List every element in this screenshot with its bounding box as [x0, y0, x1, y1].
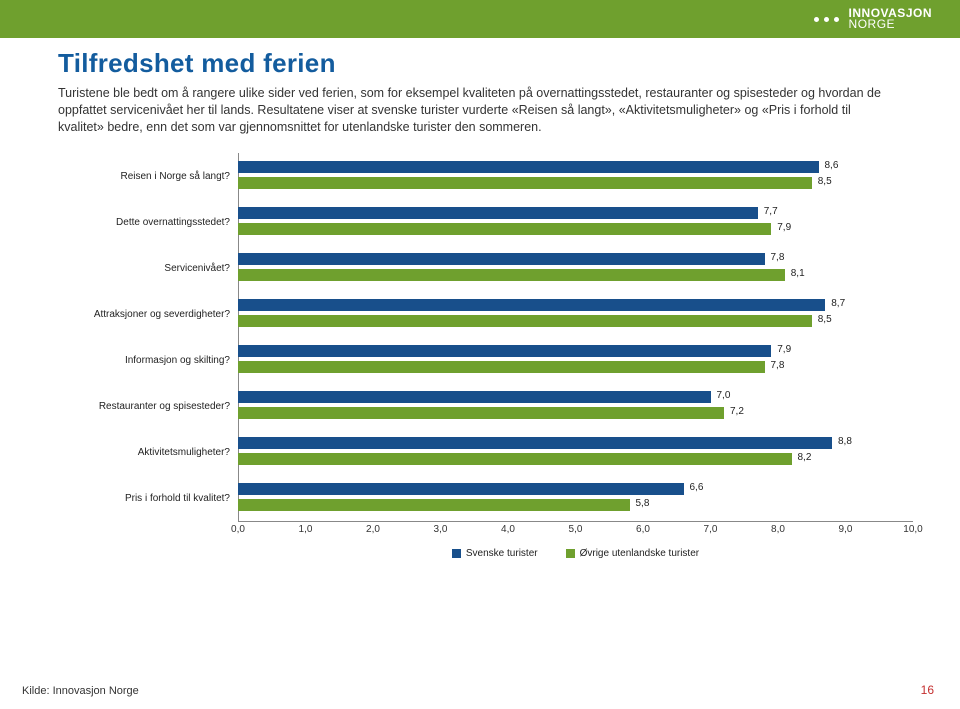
bar-value-label: 7,8 — [765, 252, 785, 263]
logo-line2: NORGE — [849, 19, 932, 30]
bar: 7,2 — [238, 407, 724, 419]
legend-label: Øvrige utenlandske turister — [580, 548, 700, 559]
x-tick-label: 1,0 — [299, 524, 313, 535]
category-label: Aktivitetsmuligheter? — [58, 447, 238, 458]
category-label: Servicenivået? — [58, 263, 238, 274]
x-axis: 0,01,02,03,04,05,06,07,08,09,010,0 — [238, 521, 913, 546]
chart-row: Servicenivået?7,88,1 — [58, 245, 913, 291]
legend-item: Øvrige utenlandske turister — [566, 548, 700, 559]
bar: 7,8 — [238, 253, 765, 265]
bar-group: 7,88,1 — [238, 245, 913, 291]
logo: INNOVASJON NORGE — [814, 8, 932, 31]
bar-group: 8,6 8,5 — [238, 153, 913, 199]
bar: 8,7 — [238, 299, 825, 311]
page-number: 16 — [921, 683, 934, 697]
x-tick-label: 7,0 — [704, 524, 718, 535]
x-tick-label: 5,0 — [569, 524, 583, 535]
bar-value-label: 7,9 — [771, 222, 791, 233]
category-label: Attraksjoner og severdigheter? — [58, 309, 238, 320]
chart-row: Restauranter og spisesteder?7,07,2 — [58, 383, 913, 429]
x-tick-label: 9,0 — [839, 524, 853, 535]
legend-label: Svenske turister — [466, 548, 538, 559]
bar-value-label: 8,6 — [819, 160, 839, 171]
bar-group: 7,9 7,8 — [238, 337, 913, 383]
bar-group: 8,7 8,5 — [238, 291, 913, 337]
bar-value-label: 8,5 — [812, 314, 832, 325]
bar: 7,9 — [238, 345, 771, 357]
bar-value-label: 8,2 — [792, 452, 812, 463]
category-label: Restauranter og spisesteder? — [58, 401, 238, 412]
bar-value-label: 5,8 — [630, 498, 650, 509]
bar-value-label: 7,7 — [758, 206, 778, 217]
x-tick-label: 8,0 — [771, 524, 785, 535]
intro-text: Turistene ble bedt om å rangere ulike si… — [58, 85, 888, 136]
logo-dots-icon — [814, 17, 839, 22]
bar: 5,8 — [238, 499, 630, 511]
chart-row: Dette overnattingsstedet?7,77,9 — [58, 199, 913, 245]
source-label: Kilde: Innovasjon Norge — [22, 685, 139, 697]
bar: 8,2 — [238, 453, 792, 465]
bar: 7,9 — [238, 223, 771, 235]
chart-row: Pris i forhold til kvalitet?6,65,8 — [58, 475, 913, 521]
bar-group: 8,8 8,2 — [238, 429, 913, 475]
bar: 8,5 — [238, 177, 812, 189]
bar: 7,0 — [238, 391, 711, 403]
bar-value-label: 8,5 — [812, 176, 832, 187]
bar-value-label: 7,9 — [771, 344, 791, 355]
legend-swatch-icon — [566, 549, 575, 558]
page-title: Tilfredshet med ferien — [58, 48, 920, 79]
x-tick-label: 4,0 — [501, 524, 515, 535]
x-tick-label: 10,0 — [903, 524, 922, 535]
category-label: Pris i forhold til kvalitet? — [58, 493, 238, 504]
chart-row: Reisen i Norge så langt?8,68,5 — [58, 153, 913, 199]
bar: 7,8 — [238, 361, 765, 373]
bar-value-label: 7,8 — [765, 360, 785, 371]
chart-row: Attraksjoner og severdigheter?8,78,5 — [58, 291, 913, 337]
chart-row: Aktivitetsmuligheter?8,88,2 — [58, 429, 913, 475]
category-label: Dette overnattingsstedet? — [58, 217, 238, 228]
bar-value-label: 7,2 — [724, 406, 744, 417]
bar: 6,6 — [238, 483, 684, 495]
header-bar: INNOVASJON NORGE — [0, 0, 960, 38]
legend-swatch-icon — [452, 549, 461, 558]
bar: 8,5 — [238, 315, 812, 327]
x-tick-label: 6,0 — [636, 524, 650, 535]
bar: 8,8 — [238, 437, 832, 449]
x-tick-label: 0,0 — [231, 524, 245, 535]
bar-group: 7,7 7,9 — [238, 199, 913, 245]
bar-value-label: 8,1 — [785, 268, 805, 279]
bar: 8,6 — [238, 161, 819, 173]
chart-row: Informasjon og skilting?7,97,8 — [58, 337, 913, 383]
bar-group: 6,6 5,8 — [238, 475, 913, 521]
category-label: Reisen i Norge så langt? — [58, 171, 238, 182]
chart-legend: Svenske turister Øvrige utenlandske turis… — [238, 548, 913, 559]
bar: 8,1 — [238, 269, 785, 281]
bar-group: 7,0 7,2 — [238, 383, 913, 429]
category-label: Informasjon og skilting? — [58, 355, 238, 366]
bar-value-label: 8,8 — [832, 436, 852, 447]
bar: 7,7 — [238, 207, 758, 219]
x-tick-label: 3,0 — [434, 524, 448, 535]
bar-value-label: 6,6 — [684, 482, 704, 493]
bar-value-label: 8,7 — [825, 298, 845, 309]
logo-text: INNOVASJON NORGE — [849, 8, 932, 31]
bar-value-label: 7,0 — [711, 390, 731, 401]
x-tick-label: 2,0 — [366, 524, 380, 535]
legend-item: Svenske turister — [452, 548, 538, 559]
page-content: Tilfredshet med ferien Turistene ble bed… — [58, 48, 920, 136]
satisfaction-chart: Reisen i Norge så langt?8,68,5Dette over… — [58, 153, 913, 559]
